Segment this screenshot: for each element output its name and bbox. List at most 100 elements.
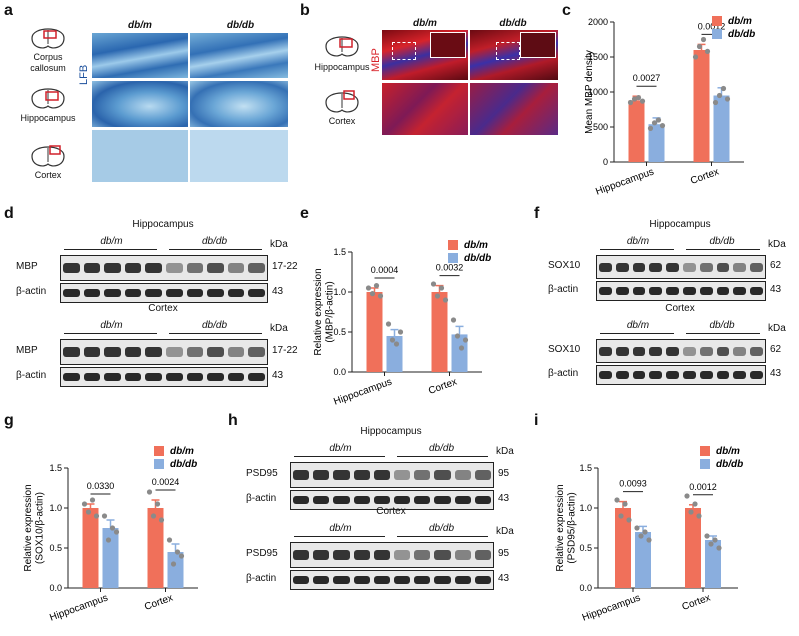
blot-band [313, 576, 330, 584]
blot-group-line [600, 249, 674, 250]
blot-size-label: 17-22 [272, 345, 298, 356]
blot-band [414, 470, 431, 481]
blot-size-label: 43 [770, 284, 782, 295]
blot-band [683, 371, 696, 379]
data-point [642, 529, 648, 535]
x-tick-label: Cortex [689, 166, 720, 186]
blot-band [124, 347, 142, 358]
blot-row-label: PSD95 [246, 548, 278, 559]
blot-band [83, 289, 101, 297]
bar-chart-g: 0.0 0.5 1.0 1.5 Relative expression(SOX10/β-… [23, 446, 198, 624]
y-tick-label: 1000 [588, 87, 608, 97]
data-point [389, 337, 396, 343]
blot-band [615, 346, 629, 356]
data-point [146, 489, 153, 495]
blot-band [733, 371, 747, 379]
blot-band [124, 373, 142, 381]
data-point [373, 283, 380, 289]
blot-size-label: 43 [498, 573, 510, 584]
blot-band [227, 347, 245, 358]
y-tick-label: 0.5 [579, 543, 592, 553]
data-point [659, 123, 666, 129]
bar [628, 100, 645, 162]
blot-band [186, 347, 204, 358]
blot-band [434, 496, 451, 504]
blot-row-label: β-actin [548, 368, 579, 379]
blot-strip-loading [290, 570, 494, 590]
blot-band [248, 373, 265, 381]
kda-label: kDa [768, 323, 786, 334]
y-tick-label: 0.0 [49, 583, 62, 593]
blot-band [186, 289, 204, 297]
blot-band [248, 289, 265, 297]
data-point [158, 517, 165, 523]
blot-row-label: β-actin [16, 286, 47, 297]
data-point [397, 329, 404, 335]
legend-swatch [700, 459, 710, 469]
blot-band [474, 576, 491, 584]
p-value-label: 0.0024 [152, 477, 180, 487]
blot-band [166, 373, 183, 381]
bar [82, 508, 99, 588]
blot-band [207, 289, 224, 297]
bar-chart-e: 0.0 0.5 1.0 1.5 Relative expression(MBP/β-ac… [313, 240, 491, 408]
y-tick-label: 0.0 [333, 367, 346, 377]
blot-band [699, 287, 713, 295]
p-value-label: 0.0012 [689, 482, 717, 492]
blot-band [166, 347, 183, 358]
panel-label-c: c [562, 2, 571, 19]
blot-row-label: β-actin [246, 493, 277, 504]
blot-band [474, 470, 491, 481]
y-tick-label: 2000 [588, 17, 608, 27]
data-point [627, 99, 634, 106]
blot-band [454, 550, 471, 561]
legend-label: db/m [728, 16, 752, 27]
bar [693, 50, 710, 162]
blot-group-line [169, 249, 262, 250]
data-point [712, 537, 718, 543]
data-point [393, 341, 400, 347]
mbp-micrograph-cx-dbm [382, 83, 468, 135]
panel-label-h: h [228, 412, 238, 429]
panel-label-i: i [534, 412, 539, 429]
y-axis-label: Relative expression(MBP/β-actin) [313, 268, 336, 355]
row-label-hippocampus: Hippocampus [314, 62, 370, 72]
blot-band [333, 496, 350, 504]
p-value-label: 0.0012 [698, 21, 726, 31]
data-point [724, 96, 731, 102]
bar [147, 508, 164, 588]
data-point [720, 85, 727, 92]
data-point [105, 537, 112, 543]
row-label-cortex: Cortex [328, 116, 356, 126]
data-point [622, 501, 628, 507]
blot-band [615, 287, 629, 295]
blot-band [293, 470, 310, 481]
panel-label-f: f [534, 205, 540, 222]
blot-band [649, 262, 663, 272]
data-point [166, 537, 173, 543]
blot-band [454, 470, 471, 481]
bar [635, 532, 651, 588]
blot-band [394, 576, 411, 584]
blot-group-label-dbm: db/m [329, 523, 352, 534]
blot-group-label-dbm: db/m [626, 236, 650, 247]
blot-band [63, 347, 80, 358]
blot-band [716, 371, 730, 379]
mbp-stain-label: MBP [370, 48, 382, 72]
data-point [434, 293, 441, 299]
lfb-micrograph-cx-dbdb [190, 130, 288, 182]
bar [648, 124, 665, 162]
blot-size-label: 43 [498, 493, 510, 504]
row-label-hippocampus: Hippocampus [20, 113, 76, 123]
kda-label: kDa [496, 446, 514, 457]
blot-band [227, 263, 245, 274]
blot-band [353, 550, 370, 561]
blot-band [353, 576, 370, 584]
blot-band [649, 287, 663, 295]
x-tick-label: Hippocampus [332, 376, 393, 407]
data-point [631, 96, 638, 102]
y-axis-label: Relative expression(PSD95/β-actin) [555, 484, 578, 571]
blot-group-line [64, 333, 157, 334]
western-blot-h: Hippocampus db/m db/db kDa PSD95 95 β-actin 43 C… [228, 412, 534, 590]
blot-band [207, 263, 224, 274]
